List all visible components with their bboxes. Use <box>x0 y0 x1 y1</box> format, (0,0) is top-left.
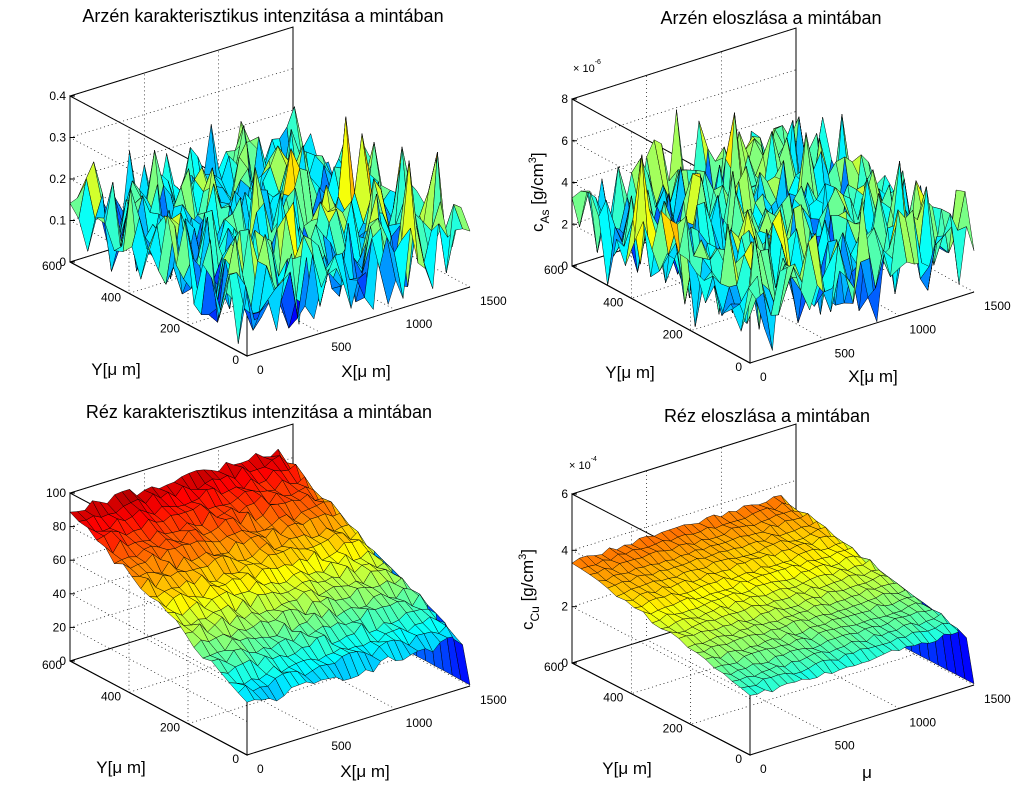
x-axis-line <box>246 685 471 756</box>
x-tick-label: 1500 <box>984 299 1011 313</box>
y-tick-label: 400 <box>101 290 121 304</box>
chart-title: Arzén eloszlása a mintában <box>660 8 881 28</box>
y-tick-label: 600 <box>42 658 62 672</box>
y-tick-label: 200 <box>663 721 683 735</box>
x-tick-label: 1500 <box>984 692 1011 706</box>
x-tick-label: 0 <box>257 363 264 377</box>
surface <box>571 495 975 696</box>
surface-cell <box>957 628 975 685</box>
z-tick-label: 0.4 <box>49 89 66 103</box>
chart-title: Arzén karakterisztikus intenzitása a min… <box>82 6 443 26</box>
x-axis-line <box>749 291 975 364</box>
z-tick-label: 0 <box>59 654 66 668</box>
axes-lines: 0 0.1 0.2 0.3 0.4 0 500 1000 1500 0 200 400 600 <box>42 89 507 377</box>
x-axis-label: X[μ m] <box>848 367 897 386</box>
surface-cell <box>453 204 471 232</box>
x-tick-label: 500 <box>331 340 351 354</box>
z-tick-label: 60 <box>53 553 67 567</box>
x-tick-label: 500 <box>835 346 855 360</box>
x-tick-label: 1000 <box>909 323 936 337</box>
x-axis-label: X[μ m] <box>340 762 389 781</box>
z-tick-label: 0 <box>561 259 568 273</box>
x-axis-label: μ <box>862 763 872 782</box>
subplot-copper-concentration: Réz eloszlása a mintában Y[μ m] μ × 10-4… <box>517 406 1011 782</box>
subplot-arsenic-intensity: Arzén karakterisztikus intenzitása a min… <box>42 6 507 381</box>
y-axis-line <box>69 660 248 756</box>
surface <box>69 448 471 703</box>
y-axis-label: Y[μ m] <box>602 759 651 778</box>
x-tick-label: 1500 <box>480 294 507 308</box>
z-tick-label: 2 <box>561 600 568 614</box>
z-tick-label: 2 <box>561 217 568 231</box>
surface-cell <box>453 639 471 686</box>
z-axis-label: cAs [g/cm3] <box>527 152 552 232</box>
z-tick-label: 0.1 <box>49 214 66 228</box>
exponent-label: × 10-6 <box>573 59 601 75</box>
x-tick-label: 0 <box>760 762 767 776</box>
y-tick-label: 400 <box>101 689 121 703</box>
subplot-copper-intensity: Réz karakterisztikus intenzitása a mintá… <box>42 402 507 781</box>
y-axis-line <box>571 265 751 364</box>
x-tick-label: 1000 <box>406 317 433 331</box>
z-tick-label: 6 <box>561 487 568 501</box>
z-tick-label: 8 <box>561 92 568 106</box>
y-tick-label: 400 <box>603 295 623 309</box>
y-axis-line <box>571 662 751 756</box>
x-tick-label: 500 <box>331 739 351 753</box>
x-axis-label: X[μ m] <box>341 362 390 381</box>
x-axis-line <box>246 286 471 357</box>
x-axis-line <box>749 684 975 756</box>
y-tick-label: 0 <box>735 752 742 766</box>
y-tick-label: 0 <box>232 752 239 766</box>
x-tick-label: 0 <box>257 762 264 776</box>
y-tick-label: 200 <box>160 322 180 336</box>
y-axis-line <box>69 261 248 357</box>
z-tick-label: 40 <box>53 587 67 601</box>
surface-cell <box>957 191 975 251</box>
exponent-label: × 10-4 <box>569 456 597 472</box>
z-tick-label: 0.2 <box>49 172 66 186</box>
surface <box>69 106 471 345</box>
z-tick-label: 0.3 <box>49 131 66 145</box>
y-axis-label: Y[μ m] <box>91 360 140 379</box>
x-tick-label: 0 <box>760 370 767 384</box>
y-tick-label: 0 <box>232 353 239 367</box>
z-tick-label: 100 <box>46 486 66 500</box>
y-tick-label: 400 <box>603 691 623 705</box>
y-axis-label: Y[μ m] <box>96 758 145 777</box>
x-tick-label: 1500 <box>480 693 507 707</box>
x-tick-label: 500 <box>835 739 855 753</box>
y-axis-label: Y[μ m] <box>605 363 654 382</box>
z-tick-label: 0 <box>561 656 568 670</box>
chart-title: Réz karakterisztikus intenzitása a mintá… <box>86 402 432 422</box>
z-tick-label: 80 <box>53 520 67 534</box>
z-tick-label: 4 <box>561 543 568 557</box>
chart-title: Réz eloszlása a mintában <box>664 406 870 426</box>
z-tick-label: 4 <box>561 176 568 190</box>
axes-lines: 0 2 4 6 0 500 1000 1500 0 200 400 600 <box>544 487 1011 776</box>
y-tick-label: 0 <box>735 360 742 374</box>
y-tick-label: 600 <box>544 263 564 277</box>
x-tick-label: 1000 <box>909 715 936 729</box>
y-tick-label: 600 <box>544 660 564 674</box>
z-tick-label: 20 <box>53 620 67 634</box>
y-tick-label: 600 <box>42 259 62 273</box>
surface <box>571 109 975 351</box>
z-tick-label: 0 <box>59 255 66 269</box>
subplot-arsenic-concentration: Arzén eloszlása a mintában Y[μ m] X[μ m]… <box>527 8 1011 386</box>
x-tick-label: 1000 <box>406 716 433 730</box>
z-axis-label: cCu [g/cm3] <box>517 549 542 630</box>
y-tick-label: 200 <box>663 328 683 342</box>
axes-lines: 0 2 4 6 8 0 500 1000 1500 0 200 400 600 <box>544 92 1011 384</box>
z-tick-label: 6 <box>561 134 568 148</box>
y-tick-label: 200 <box>160 721 180 735</box>
